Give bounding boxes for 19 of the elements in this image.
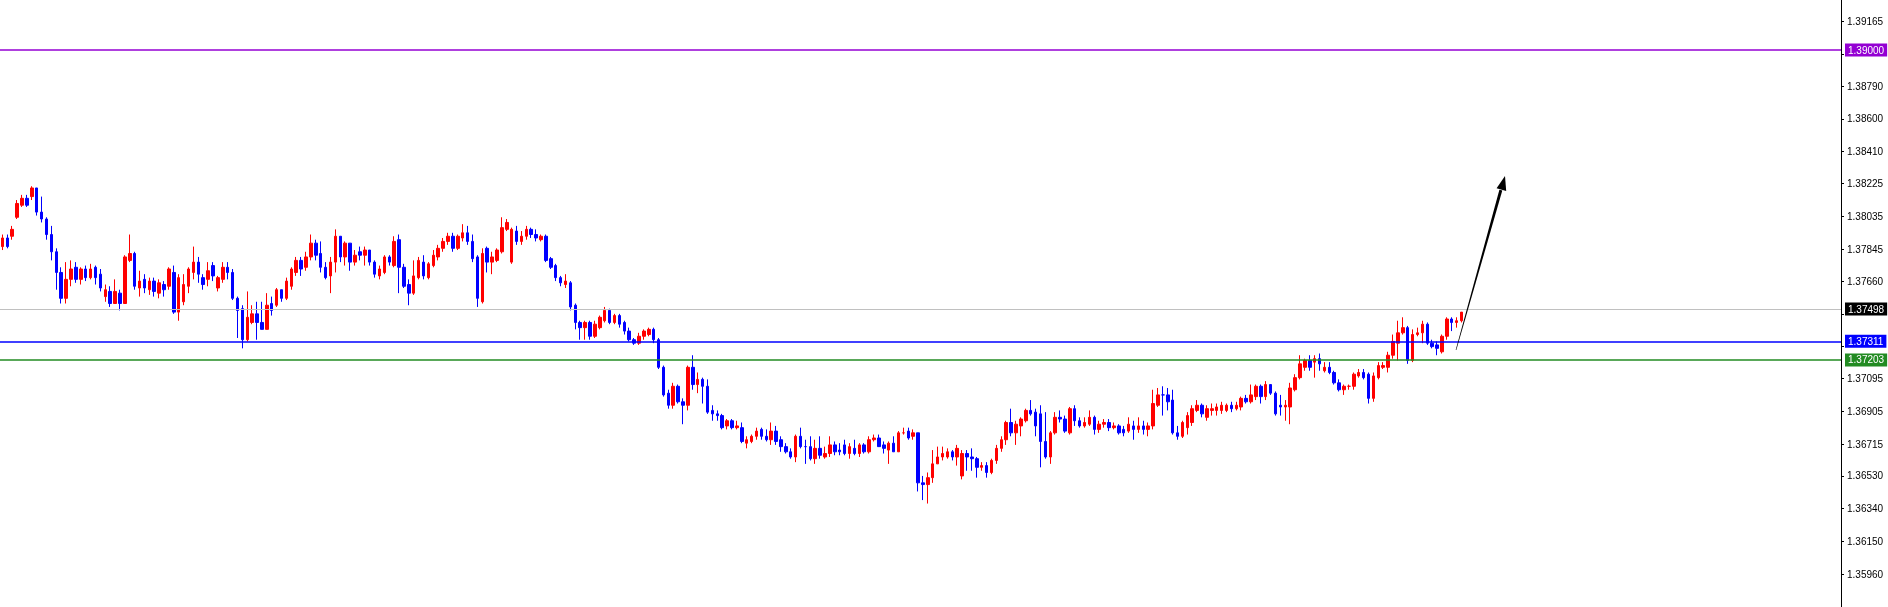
y-tick-label: 1.38790: [1847, 80, 1884, 92]
y-tick-label: 1.38035: [1847, 210, 1884, 222]
ref-line-label: 1.37203: [1848, 354, 1885, 366]
y-tick-label: 1.37095: [1847, 373, 1884, 385]
y-tick-label: 1.36150: [1847, 535, 1884, 547]
y-tick-label: 1.36340: [1847, 503, 1884, 515]
y-tick-label: 1.37660: [1847, 275, 1884, 287]
y-tick-label: 1.36715: [1847, 438, 1884, 450]
y-tick-label: 1.37845: [1847, 243, 1884, 255]
ref-line-label: 1.37311: [1848, 335, 1884, 347]
y-tick-label: 1.36530: [1847, 470, 1884, 482]
y-tick-label: 1.38410: [1847, 146, 1884, 158]
y-tick-label: 1.36905: [1847, 405, 1884, 417]
ref-line-label: 1.37498: [1848, 303, 1885, 315]
y-tick-label: 1.38225: [1847, 178, 1884, 190]
y-tick-label: 1.35960: [1847, 568, 1884, 580]
ref-line-label: 1.39000: [1848, 44, 1885, 56]
y-tick-label: 1.38600: [1847, 113, 1884, 125]
y-tick-label: 1.39165: [1847, 16, 1884, 28]
